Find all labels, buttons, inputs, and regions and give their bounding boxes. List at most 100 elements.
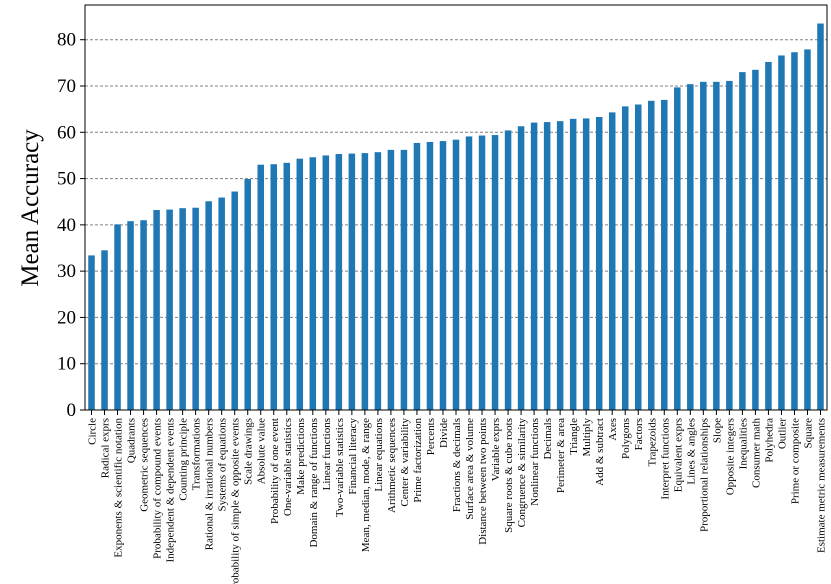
bar — [621, 106, 629, 410]
bar — [114, 224, 121, 410]
bar — [687, 84, 694, 411]
bar — [452, 139, 460, 411]
bar — [374, 152, 382, 410]
y-tick-label: 30 — [57, 261, 76, 282]
x-tick-label: Systems of equations — [217, 418, 229, 512]
x-tick-label: Triangle — [568, 418, 580, 455]
bar — [595, 117, 603, 411]
bar — [283, 162, 291, 410]
x-tick-label: Probability of compound events — [152, 418, 164, 559]
bar — [361, 153, 369, 410]
y-tick-label: 10 — [57, 354, 76, 375]
bar — [778, 55, 785, 411]
bar — [791, 52, 798, 411]
bar — [752, 69, 759, 411]
x-tick-label: One-variable statistics — [282, 418, 294, 516]
x-tick-label: Transformations — [191, 418, 203, 490]
x-tick-label: Square — [802, 418, 814, 449]
bar — [127, 221, 134, 410]
bar — [413, 142, 421, 410]
bar — [166, 209, 173, 410]
bar — [491, 135, 499, 410]
x-axis: Circle Radical exprs Exponents & scientifi… — [87, 410, 827, 584]
bar — [88, 255, 95, 410]
x-tick-label: Slope — [711, 418, 723, 443]
x-tick-label: Decimals — [542, 418, 554, 460]
y-tick-label: 60 — [57, 122, 76, 143]
bar — [192, 207, 199, 410]
x-tick-label: Prime or composite — [789, 418, 801, 504]
x-tick-label: Percents — [425, 418, 437, 455]
bar — [348, 153, 356, 410]
x-tick-label: Polyhedra — [763, 418, 775, 463]
bar — [765, 61, 772, 410]
x-tick-label: Congruence & similarity — [516, 418, 528, 528]
x-tick-label: Geometric sequences — [139, 418, 151, 512]
x-tick-label: Make predictions — [295, 418, 307, 495]
x-tick-label: Polygons — [620, 418, 632, 459]
y-axis-label: Mean Accuracy — [17, 129, 44, 287]
bar — [244, 179, 251, 410]
y-tick-label: 0 — [67, 400, 77, 421]
x-tick-label: Axes — [607, 418, 619, 441]
x-tick-label: Independent & dependent events — [165, 418, 177, 562]
x-tick-label: Quadrants — [126, 418, 138, 463]
y-tick-label: 20 — [57, 307, 76, 328]
bar — [322, 155, 330, 410]
bar — [530, 122, 538, 411]
x-tick-label: Probability of one event — [269, 418, 281, 524]
x-tick-label: Exponents & scientific notation — [113, 418, 125, 558]
x-tick-label: Estimate metric measurements — [815, 418, 827, 553]
x-tick-label: Outlier — [776, 418, 788, 449]
x-tick-label: Two-variable statistics — [334, 418, 346, 517]
bar — [439, 141, 447, 410]
x-tick-label: Circle — [87, 418, 99, 445]
x-tick-label: Arithmetic sequences — [386, 418, 398, 513]
bar — [218, 197, 225, 410]
bar — [504, 130, 512, 411]
bar — [569, 118, 577, 410]
bar — [179, 208, 186, 410]
bar — [387, 149, 395, 411]
bars — [88, 23, 824, 411]
bar — [296, 158, 304, 410]
x-tick-label: Counting principle — [178, 418, 190, 501]
x-tick-label: Consumer math — [750, 418, 762, 488]
bar — [140, 220, 147, 410]
x-tick-label: Prime factorization — [412, 418, 424, 503]
bar — [608, 112, 616, 410]
bar — [817, 23, 824, 411]
bar — [257, 164, 264, 410]
x-tick-label: Rational & irrational numbers — [204, 418, 216, 550]
y-tick-label: 50 — [57, 169, 76, 190]
x-tick-label: Fractions & decimals — [451, 418, 463, 512]
bar — [739, 72, 746, 410]
bar — [465, 136, 473, 411]
bar — [556, 121, 564, 411]
x-tick-label: Perimeter & area — [555, 418, 567, 493]
x-tick-label: Linear equations — [373, 418, 385, 492]
bar — [335, 154, 343, 410]
x-tick-label: Financial literacy — [347, 418, 359, 495]
x-tick-label: Interpret functions — [659, 418, 671, 500]
bar — [309, 157, 317, 410]
x-tick-label: Absolute value — [256, 418, 268, 484]
bar — [713, 81, 720, 410]
x-tick-label: Lines & angles — [685, 418, 697, 485]
x-tick-label: Distance between two points — [477, 418, 489, 545]
bar — [101, 250, 108, 410]
bar — [648, 100, 655, 410]
x-tick-label: Equivalent exprs — [672, 418, 684, 492]
bar — [543, 122, 551, 411]
x-tick-label: Probability of simple & opposite events — [230, 418, 242, 584]
bar — [153, 210, 160, 410]
x-tick-label: Opposite integers — [724, 418, 736, 495]
y-tick-label: 40 — [57, 215, 76, 236]
bar — [270, 164, 278, 410]
bar — [478, 135, 486, 411]
x-tick-label: Divide — [438, 418, 450, 448]
bar — [582, 118, 590, 411]
y-axis: 0 10 20 30 40 50 60 70 80 — [57, 30, 85, 421]
bar — [426, 142, 434, 410]
